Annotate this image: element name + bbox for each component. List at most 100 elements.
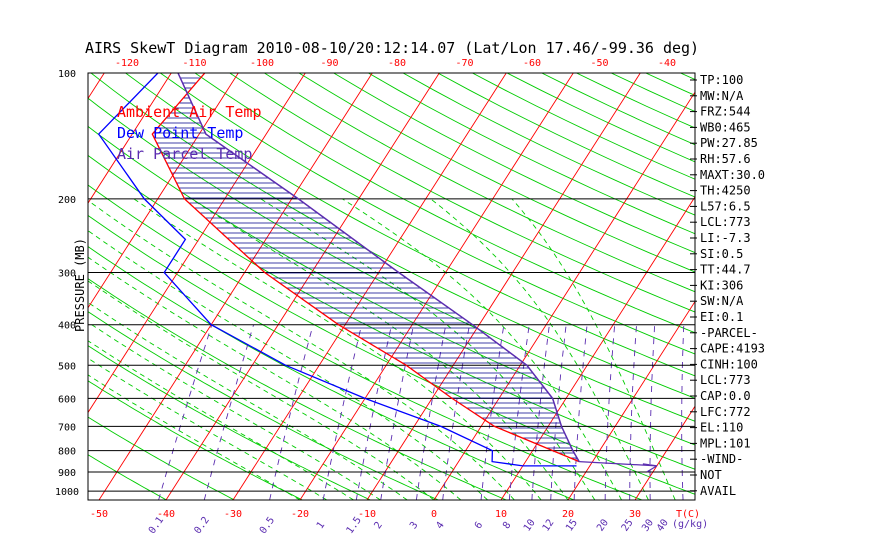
mixing-ratio-label: 0.2 <box>192 515 211 536</box>
index-value: L57:6.5 <box>700 199 751 213</box>
index-value: LCL:773 <box>700 215 751 229</box>
isotherm <box>769 73 870 500</box>
pressure-tick-label: 400 <box>58 321 76 332</box>
index-value: CAPE:4193 <box>700 342 765 356</box>
index-value: RH:57.6 <box>700 152 751 166</box>
temp-tick-label: -50 <box>90 509 108 520</box>
temp-tick-label: -40 <box>157 509 175 520</box>
index-value: MAXT:30.0 <box>700 168 765 182</box>
temp-tick-label: 0 <box>431 509 437 520</box>
y-axis-label: PRESSURE (MB) <box>73 238 87 332</box>
surface-arrow-head <box>646 465 658 473</box>
index-value: LI:-7.3 <box>700 231 751 245</box>
pressure-tick-label: 600 <box>58 394 76 405</box>
mixing-ratio-label: 6 <box>473 520 485 531</box>
dry-adiabat <box>88 454 167 500</box>
dry-adiabat <box>88 278 507 500</box>
top-temp-tick-label: -40 <box>658 58 676 69</box>
mixing-ratio-label: 20 <box>595 517 611 533</box>
moist-adiabat <box>88 340 354 500</box>
moist-adiabat <box>511 198 676 500</box>
pressure-tick-label: 900 <box>58 468 76 479</box>
dry-adiabat <box>194 73 695 334</box>
temp-unit-label: T(C) <box>676 509 700 520</box>
temp-tick-label: 30 <box>629 509 641 520</box>
mixing-ratio-label: 12 <box>541 518 557 534</box>
dry-adiabat <box>229 73 695 313</box>
temp-tick-label: -20 <box>291 509 309 520</box>
moist-adiabat <box>88 199 515 500</box>
index-value: SI:0.5 <box>700 247 743 261</box>
index-value: TH:4250 <box>700 184 751 198</box>
isotherm <box>88 73 239 309</box>
top-temp-tick-label: -50 <box>590 58 608 69</box>
mixing-ratio-line <box>415 324 447 500</box>
top-temp-tick-label: -90 <box>320 58 338 69</box>
isotherm <box>433 91 695 500</box>
dry-adiabat <box>437 73 695 198</box>
index-value: MPL:101 <box>700 436 751 450</box>
mixing-ratio-line <box>158 324 213 500</box>
chart-title: AIRS SkewT Diagram 2010-08-10/20:12:14.0… <box>85 39 699 57</box>
dry-adiabat <box>125 73 695 377</box>
temp-tick-label: -30 <box>224 509 242 520</box>
temp-tick-label: 20 <box>562 509 574 520</box>
index-value: KI:306 <box>700 278 743 292</box>
index-value: TT:44.7 <box>700 263 751 277</box>
dry-adiabat <box>88 125 695 446</box>
isotherm <box>232 73 507 500</box>
dry-adiabat <box>88 345 371 500</box>
dry-adiabat <box>88 416 235 500</box>
mixing-ratio-line <box>573 324 588 500</box>
pressure-tick-label: 700 <box>58 422 76 433</box>
grid-lines <box>88 73 870 500</box>
pressure-tick-label: 200 <box>58 195 76 206</box>
dry-adiabat <box>88 97 695 422</box>
dry-adiabat <box>88 184 695 495</box>
index-value: AVAIL <box>700 484 736 498</box>
index-value: PW:27.85 <box>700 136 758 150</box>
top-temp-tick-label: -60 <box>523 58 541 69</box>
index-value: LFC:772 <box>700 405 751 419</box>
legend-entry: Air Parcel Temp <box>117 145 252 163</box>
isotherm <box>634 405 695 500</box>
moist-adiabat <box>88 321 381 500</box>
top-temp-tick-label: -80 <box>388 58 406 69</box>
moist-adiabat <box>260 198 596 500</box>
index-value: LCL:773 <box>700 373 751 387</box>
surface-arrow-head <box>642 463 657 467</box>
dry-adiabat <box>645 73 695 96</box>
mixing-ratio-label: 2 <box>372 520 384 531</box>
isotherm <box>88 73 172 204</box>
top-temp-tick-label: -70 <box>455 58 473 69</box>
mixing-ratio-label: 1 <box>315 520 327 531</box>
dry-adiabat <box>402 73 695 216</box>
dry-adiabat <box>368 73 695 235</box>
isotherm <box>88 73 306 414</box>
moist-adiabat <box>133 198 542 500</box>
isotherm <box>500 196 695 500</box>
mixing-ratio-line <box>681 324 685 500</box>
top-temp-tick-label: -120 <box>115 58 139 69</box>
moist-adiabat <box>342 198 622 500</box>
moist-adiabat <box>88 280 435 500</box>
dry-adiabat <box>88 246 575 500</box>
index-value: -PARCEL- <box>700 326 758 340</box>
top-temp-tick-label: -100 <box>250 58 274 69</box>
mixing-ratio-unit-label: (g/kg) <box>672 519 708 530</box>
mixing-ratio-line <box>550 324 567 500</box>
legend-entry: Dew Point Temp <box>117 124 243 142</box>
index-value: CINH:100 <box>700 357 758 371</box>
moist-adiabat <box>88 301 408 500</box>
mixing-ratio-label: 8 <box>501 520 513 531</box>
profile-marks <box>97 73 658 473</box>
legend: Ambient Air Temp Dew Point Temp Air Parcel… <box>117 103 262 163</box>
dew-point-temp-line <box>97 73 577 467</box>
isotherm <box>366 73 641 500</box>
index-value: -WIND- <box>700 452 743 466</box>
dry-adiabat <box>88 214 643 500</box>
mixing-ratio-label: 30 <box>640 517 656 533</box>
dry-adiabat <box>160 73 695 355</box>
